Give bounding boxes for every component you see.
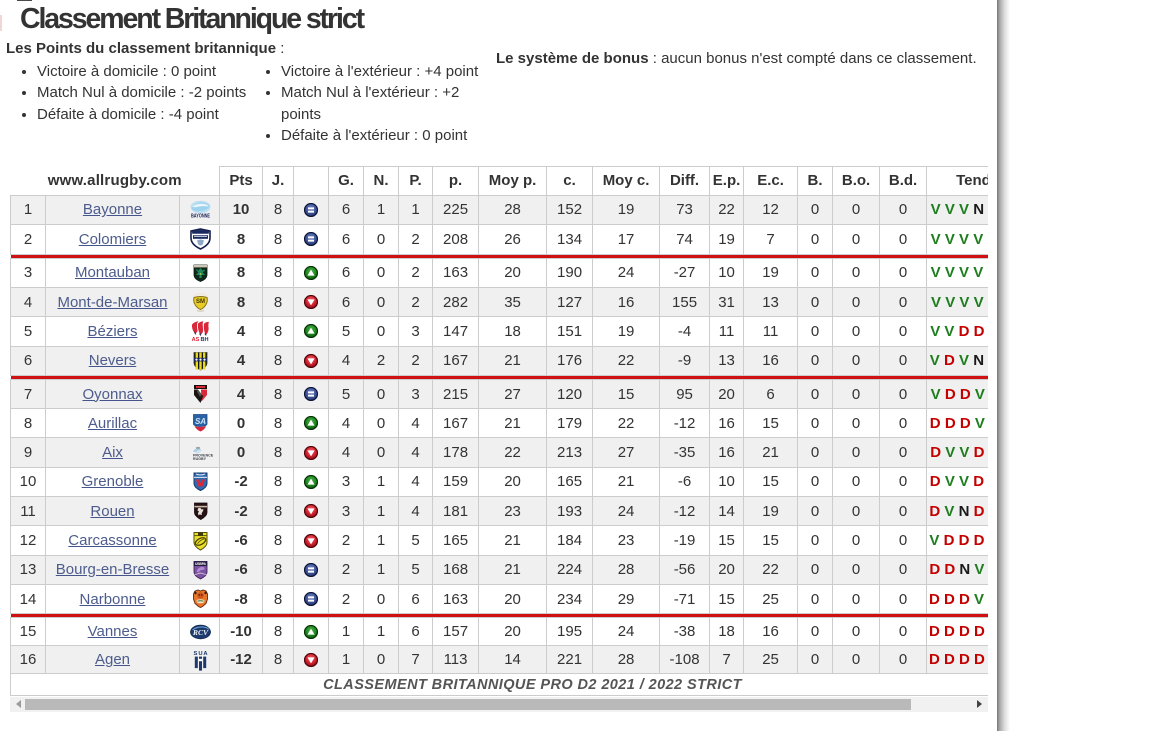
svg-text:BH: BH xyxy=(200,337,208,343)
svg-text:RCV: RCV xyxy=(191,628,208,637)
svg-text:SA: SA xyxy=(194,417,205,426)
svg-text:RUGBY: RUGBY xyxy=(193,456,207,460)
svg-text:USBPA: USBPA xyxy=(195,562,207,566)
svg-text:AS: AS xyxy=(191,337,199,343)
svg-text:S U A: S U A xyxy=(193,650,208,656)
svg-text:PROVENCE: PROVENCE xyxy=(193,453,213,457)
svg-text:BAYONNE: BAYONNE xyxy=(191,213,211,219)
svg-text:SM: SM xyxy=(196,299,205,305)
